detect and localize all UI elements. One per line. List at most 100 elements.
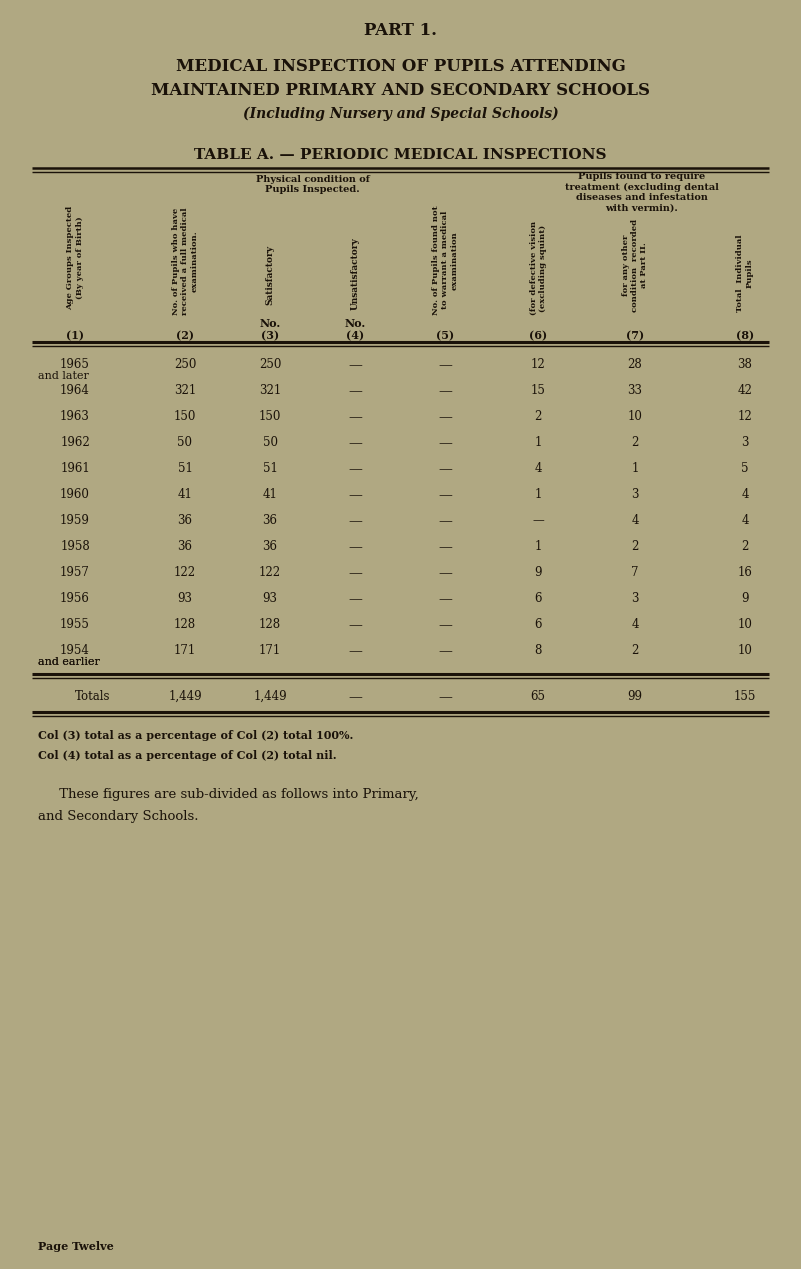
Text: 4: 4 [631,618,638,631]
Text: No.: No. [260,319,280,329]
Text: 50: 50 [178,437,192,449]
Text: 128: 128 [259,618,281,631]
Text: 7: 7 [631,566,638,579]
Text: 122: 122 [174,566,196,579]
Text: 2: 2 [741,541,749,553]
Text: Col (4) total as a percentage of Col (2) total nil.: Col (4) total as a percentage of Col (2)… [38,750,336,761]
Text: —: — [348,593,362,607]
Text: 250: 250 [259,358,281,371]
Text: —: — [438,462,452,476]
Text: 1958: 1958 [60,541,90,553]
Text: 3: 3 [631,489,638,501]
Text: —: — [348,462,362,476]
Text: —: — [438,385,452,398]
Text: 1965: 1965 [60,358,90,371]
Text: —: — [348,514,362,528]
Text: 4: 4 [741,489,749,501]
Text: 65: 65 [530,690,545,703]
Text: —: — [348,690,362,704]
Text: Pupils found to require
treatment (excluding dental
diseases and infestation
wit: Pupils found to require treatment (exclu… [565,173,718,212]
Text: 1962: 1962 [60,437,90,449]
Text: 2: 2 [631,437,638,449]
Text: 9: 9 [534,566,541,579]
Text: —: — [348,358,362,372]
Text: 6: 6 [534,618,541,631]
Text: No.: No. [344,319,365,329]
Text: —: — [438,618,452,632]
Text: 93: 93 [178,593,192,605]
Text: —: — [438,358,452,372]
Text: 2: 2 [631,541,638,553]
Text: Unsatisfactory: Unsatisfactory [351,237,360,310]
Text: 1960: 1960 [60,489,90,501]
Text: —: — [348,489,362,503]
Text: (3): (3) [261,330,279,341]
Text: 42: 42 [738,385,752,397]
Text: 1,449: 1,449 [253,690,287,703]
Text: 1961: 1961 [60,462,90,475]
Text: 50: 50 [263,437,277,449]
Text: 9: 9 [741,593,749,605]
Text: and earlier: and earlier [38,657,100,667]
Text: 3: 3 [631,593,638,605]
Text: —: — [348,385,362,398]
Text: (6): (6) [529,330,547,341]
Text: —: — [438,593,452,607]
Text: 36: 36 [263,514,277,527]
Text: 36: 36 [178,514,192,527]
Text: 10: 10 [627,410,642,423]
Text: 4: 4 [741,514,749,527]
Text: These figures are sub-divided as follows into Primary,: These figures are sub-divided as follows… [38,788,419,801]
Text: —: — [348,566,362,580]
Text: (for defective vision
(excluding squint): (for defective vision (excluding squint) [529,221,546,315]
Text: No. of Pupils found not
to warrant a medical
examination: No. of Pupils found not to warrant a med… [432,206,458,315]
Text: 1963: 1963 [60,410,90,423]
Text: 150: 150 [174,410,196,423]
Text: 171: 171 [259,643,281,657]
Text: —: — [438,410,452,424]
Text: (7): (7) [626,330,644,341]
Text: 33: 33 [627,385,642,397]
Text: 5: 5 [741,462,749,475]
Text: 12: 12 [738,410,752,423]
Text: 1959: 1959 [60,514,90,527]
Text: 3: 3 [741,437,749,449]
Text: (8): (8) [736,330,754,341]
Text: and Secondary Schools.: and Secondary Schools. [38,810,199,824]
Text: 99: 99 [627,690,642,703]
Text: —: — [348,618,362,632]
Text: —: — [438,566,452,580]
Text: 1957: 1957 [60,566,90,579]
Text: 1,449: 1,449 [168,690,202,703]
Text: 122: 122 [259,566,281,579]
Text: 93: 93 [263,593,277,605]
Text: 155: 155 [734,690,756,703]
Text: 1956: 1956 [60,593,90,605]
Text: for any other
condition  recorded
at Part II.: for any other condition recorded at Part… [622,218,648,312]
Text: 150: 150 [259,410,281,423]
Text: 51: 51 [263,462,277,475]
Text: —: — [348,541,362,555]
Text: —: — [438,643,452,659]
Text: —: — [532,514,544,527]
Text: 38: 38 [738,358,752,371]
Text: 10: 10 [738,618,752,631]
Text: (Including Nursery and Special Schools): (Including Nursery and Special Schools) [243,107,558,122]
Text: —: — [438,514,452,528]
Text: —: — [438,541,452,555]
Text: Page Twelve: Page Twelve [38,1241,114,1253]
Text: —: — [348,437,362,450]
Text: (1): (1) [66,330,84,341]
Text: 1954: 1954 [60,643,90,657]
Text: 1: 1 [534,489,541,501]
Text: and later: and later [38,371,89,381]
Text: and earlier: and earlier [38,657,100,667]
Text: —: — [348,643,362,659]
Text: 28: 28 [628,358,642,371]
Text: (5): (5) [436,330,454,341]
Text: 1: 1 [534,437,541,449]
Text: 6: 6 [534,593,541,605]
Text: 36: 36 [263,541,277,553]
Text: 2: 2 [534,410,541,423]
Text: PART 1.: PART 1. [364,22,437,39]
